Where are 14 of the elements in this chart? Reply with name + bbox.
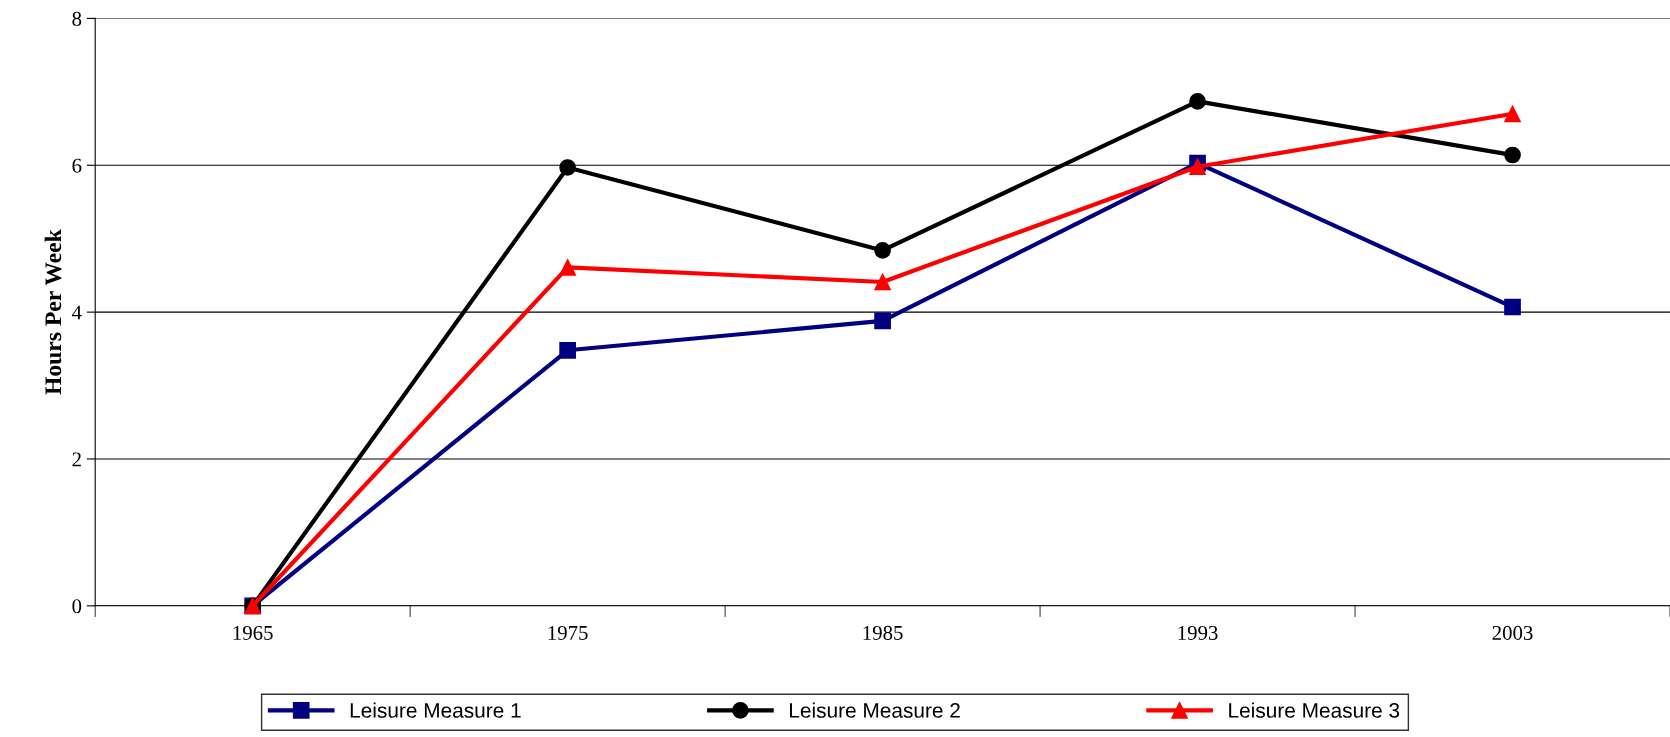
x-tick-label: 1985: [863, 625, 903, 640]
x-tick-label: 1993: [1178, 625, 1218, 640]
y-axis-title: Hours Per Week: [44, 229, 62, 395]
legend-label: Leisure Measure 3: [1229, 702, 1400, 718]
y-tick-label: 8: [72, 11, 82, 26]
legend-label: Leisure Measure 1: [350, 702, 521, 718]
x-tick-label: 1965: [233, 625, 273, 640]
x-tick-label: 1975: [548, 625, 588, 640]
legend-label: Leisure Measure 2: [790, 702, 960, 718]
x-tick-label: 2003: [1492, 625, 1533, 640]
y-tick-label: 0: [72, 599, 82, 614]
y-tick-label: 4: [71, 305, 82, 320]
y-tick-label: 6: [72, 158, 82, 173]
y-tick-label: 2: [72, 452, 81, 467]
